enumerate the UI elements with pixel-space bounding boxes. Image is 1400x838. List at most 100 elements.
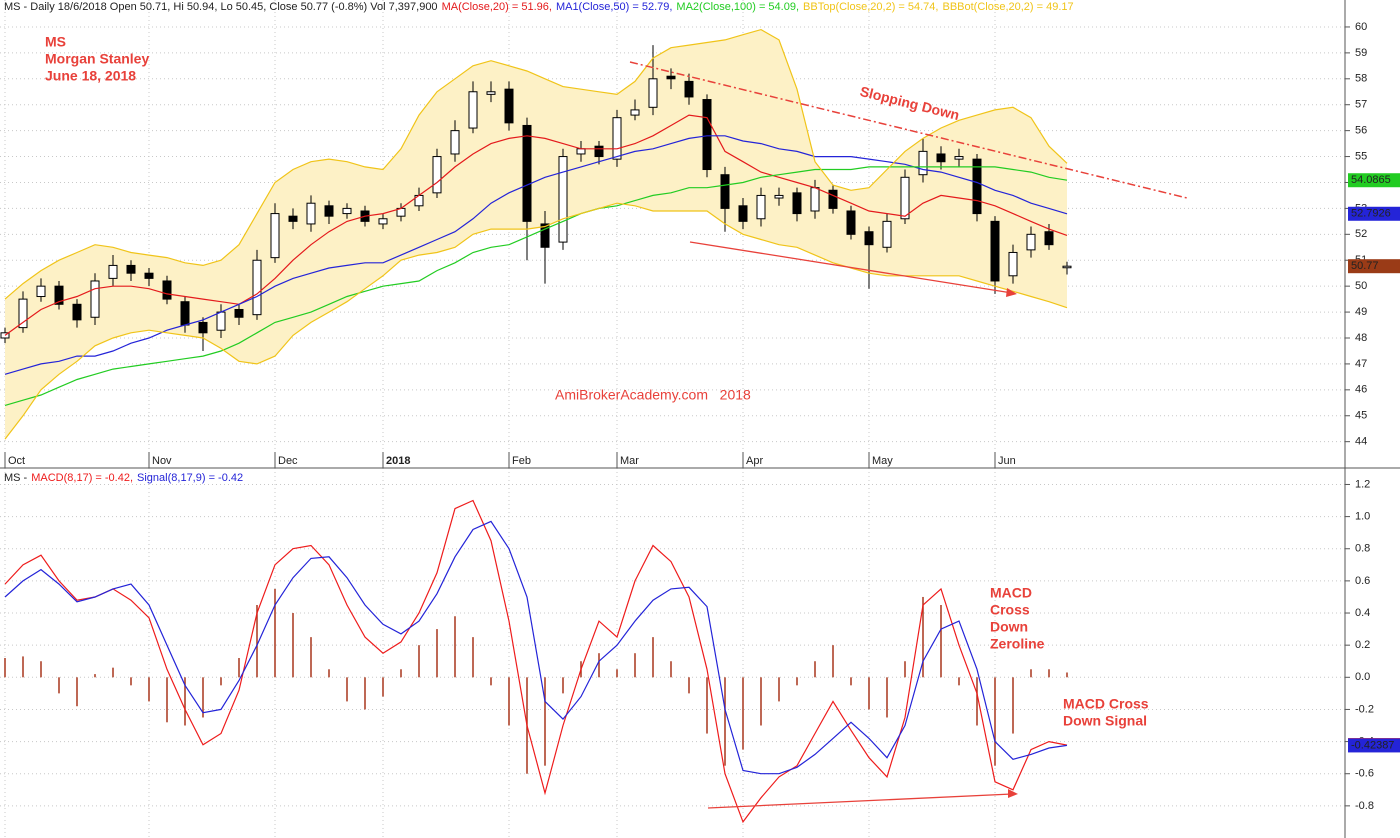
candle-body	[954, 156, 964, 160]
legend-entry: MA2(Close,100) = 54.09,	[676, 1, 799, 13]
x-tick-label: Jun	[998, 455, 1016, 467]
candle-body	[702, 99, 712, 171]
candle-body	[198, 321, 208, 334]
candle-body	[558, 156, 568, 243]
y-tick-label: -0.2	[1355, 703, 1374, 715]
y-tick-label: 56	[1355, 125, 1367, 137]
y-tick-label: 60	[1355, 21, 1367, 33]
candle-body	[828, 189, 838, 209]
candle-body	[504, 88, 514, 124]
y-tick-label: 58	[1355, 73, 1367, 85]
legend-entry: BBBot(Close,20,2) = 49.17	[942, 1, 1073, 13]
value-label: 52.7926	[1351, 208, 1391, 220]
y-tick-label: 50	[1355, 280, 1367, 292]
annotation: June 18, 2018	[45, 68, 136, 84]
value-label: 50.77	[1351, 260, 1379, 272]
candle-body	[162, 280, 172, 300]
annotation: Down Signal	[1063, 713, 1147, 729]
candle-body	[90, 280, 100, 318]
candle-body	[18, 298, 28, 329]
annotation: Down	[990, 619, 1028, 635]
candle-body	[234, 308, 244, 318]
candle-body	[648, 78, 658, 108]
candle-body	[864, 231, 874, 246]
value-label-box	[1348, 259, 1400, 274]
y-tick-label: 47	[1355, 358, 1367, 370]
candle-body	[846, 210, 856, 235]
y-tick-label: 0.0	[1355, 671, 1370, 683]
candle-body	[936, 153, 946, 163]
candle-body	[738, 205, 748, 222]
y-tick-label: 1.0	[1355, 511, 1370, 523]
candle-body	[432, 156, 442, 194]
annotation: Cross	[990, 602, 1030, 618]
candle-body	[288, 215, 298, 222]
y-tick-label: -0.8	[1355, 800, 1374, 812]
arrow-head	[1006, 288, 1017, 297]
y-tick-label: 55	[1355, 150, 1367, 162]
candle-body	[576, 148, 586, 155]
candle-body	[810, 187, 820, 212]
candle-body	[108, 264, 118, 279]
legend-entry: Signal(8,17,9) = -0.42	[137, 472, 243, 484]
background-layer	[0, 0, 1350, 838]
candle-body	[72, 303, 82, 321]
x-tick-label: Nov	[152, 455, 172, 467]
candle-body	[306, 202, 316, 225]
candle-body	[1044, 231, 1054, 246]
x-tick-label: May	[872, 455, 893, 467]
candle-body	[216, 311, 226, 331]
y-tick-label: 49	[1355, 306, 1367, 318]
annotation: MS	[45, 34, 66, 50]
trend-arrow	[689, 241, 1013, 294]
x-tick-label: Apr	[746, 455, 763, 467]
indicator-line	[4, 114, 1068, 336]
candle-body	[792, 192, 802, 215]
panel-header: MS - Daily 18/6/2018 Open 50.71, Hi 50.9…	[4, 1, 1074, 13]
x-tick-label: Mar	[620, 455, 639, 467]
indicator-line	[4, 520, 1068, 775]
candle-body	[486, 91, 496, 95]
candle-body	[378, 218, 388, 225]
legend-entry: MACD(8,17) = -0.42,	[31, 472, 133, 484]
y-tick-label: 0.8	[1355, 543, 1370, 555]
value-label: -0.42387	[1351, 739, 1394, 751]
candle-body	[522, 124, 532, 222]
indicator-line	[4, 28, 1068, 300]
candle-body	[1026, 233, 1036, 251]
legend-entry: MA1(Close,50) = 52.79,	[556, 1, 672, 13]
labels-layer: Oct Nov Dec 2018 Feb Mar Apr May Jun 44 45 46 47 48 49…	[4, 1, 1400, 812]
value-label-box	[1348, 206, 1400, 221]
y-tick-label: -0.6	[1355, 768, 1374, 780]
marks-layer	[0, 28, 1072, 824]
candle-body	[612, 117, 622, 160]
candle-body	[252, 259, 262, 316]
y-tick-label: 0.4	[1355, 607, 1370, 619]
candle-body	[0, 332, 10, 339]
y-tick-label: 46	[1355, 384, 1367, 396]
annotation: Zeroline	[990, 636, 1045, 652]
candle-body	[468, 91, 478, 129]
candle-body	[450, 130, 460, 155]
panel-header: MS - MACD(8,17) = -0.42, Signal(8,17,9) = …	[4, 472, 243, 484]
header-text: MS -	[4, 472, 28, 484]
candle-body	[774, 194, 784, 199]
candle-body	[126, 264, 136, 274]
indicator-line	[4, 499, 1068, 824]
annotation: MACD Cross	[1063, 696, 1149, 712]
candle-body	[540, 223, 550, 248]
candle-body	[1062, 265, 1072, 269]
band-fill	[5, 29, 1067, 440]
legend-entry: BBTop(Close,20,2) = 54.74,	[803, 1, 938, 13]
candle-body	[324, 205, 334, 217]
y-tick-label: 59	[1355, 47, 1367, 59]
candle-body	[342, 207, 352, 215]
x-tick-label: Dec	[278, 455, 298, 467]
candle-body	[1008, 251, 1018, 277]
candle-body	[918, 150, 928, 176]
candle-body	[666, 75, 676, 80]
arrow-head	[1008, 789, 1018, 798]
watermark: AmiBrokerAcademy.com 2018	[555, 387, 751, 403]
candle-body	[756, 194, 766, 220]
